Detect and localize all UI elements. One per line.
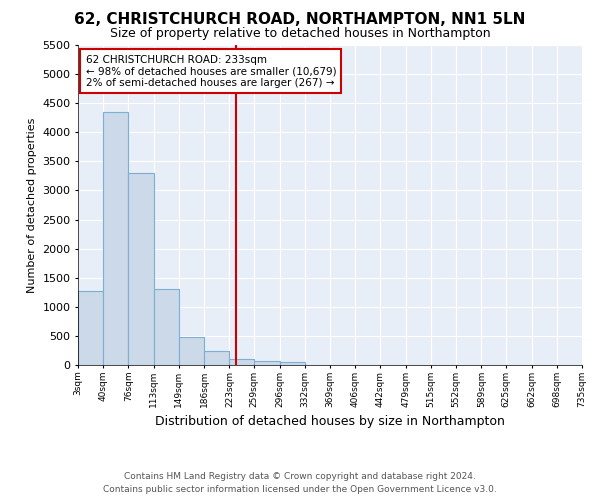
Bar [179, 337, 204, 365]
Text: 62 CHRISTCHURCH ROAD: 233sqm
← 98% of detached houses are smaller (10,679)
2% of: 62 CHRISTCHURCH ROAD: 233sqm ← 98% of de… [86, 54, 336, 88]
Bar [280, 362, 305, 365]
Text: 62, CHRISTCHURCH ROAD, NORTHAMPTON, NN1 5LN: 62, CHRISTCHURCH ROAD, NORTHAMPTON, NN1 … [74, 12, 526, 28]
Y-axis label: Number of detached properties: Number of detached properties [26, 118, 37, 292]
Bar [229, 359, 254, 365]
Text: Contains HM Land Registry data © Crown copyright and database right 2024.
Contai: Contains HM Land Registry data © Crown c… [103, 472, 497, 494]
Bar [78, 291, 103, 365]
Text: Size of property relative to detached houses in Northampton: Size of property relative to detached ho… [110, 28, 490, 40]
Bar [254, 361, 280, 365]
Bar [128, 173, 154, 365]
Bar [103, 112, 128, 365]
Bar [154, 290, 179, 365]
X-axis label: Distribution of detached houses by size in Northampton: Distribution of detached houses by size … [155, 416, 505, 428]
Bar [204, 351, 229, 365]
